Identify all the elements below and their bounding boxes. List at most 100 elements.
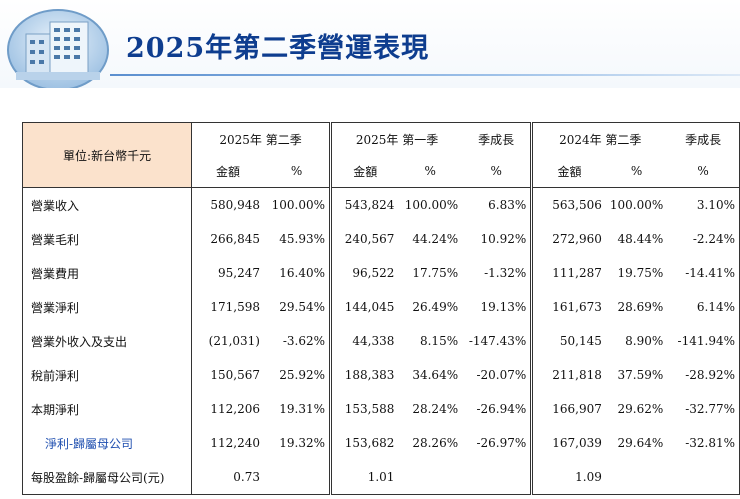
cell-amount-2025q2: 171,598 (210, 300, 260, 314)
cell-growth-2024q2: -14.41% (685, 266, 735, 280)
cell-pct-2025q1: 44.24% (412, 232, 459, 246)
cell-growth-2024q2: -32.77% (685, 402, 735, 416)
cell-amount-2025q1: 44,338 (352, 334, 395, 348)
qoq-header-2025q1: 季成長 (462, 122, 534, 155)
cell-amount-2024q2: 161,673 (552, 300, 602, 314)
cell-growth-2024q2: -28.92% (685, 368, 735, 382)
cell-pct-2025q1: 17.75% (412, 266, 459, 280)
cell-pct-2025q1: 28.26% (412, 436, 459, 450)
subheader-amount: 金額 (531, 155, 606, 188)
title-divider (110, 74, 740, 76)
row-label: 淨利-歸屬母公司 (22, 426, 193, 460)
cell-pct-2025q1: 8.15% (419, 334, 459, 348)
cell-pct-2025q1: 100.00% (404, 198, 459, 212)
row-label: 稅前淨利 (22, 358, 193, 392)
cell-qoq-2025q1: -1.32% (462, 256, 534, 290)
cell-amount-2025q2: (21,031) (208, 334, 260, 348)
financial-table: 單位:新台幣千元 2025年 第二季 2025年 第一季 季成長 2024年 第… (22, 122, 740, 495)
cell-growth-2024q2: -32.81% (685, 436, 735, 450)
table-row: 營業外收入及支出 (21,031) -3.62% 44,338 8.15% -147.43… (22, 324, 740, 358)
cell-amount-2025q1: 188,383 (344, 368, 395, 382)
row-label: 營業毛利 (22, 222, 193, 256)
period-header-2024q2: 2024年 第二季 (559, 132, 642, 147)
cell-pct-2025q2 (264, 460, 333, 495)
qoq-header-2024q2: 季成長 (685, 132, 722, 147)
cell-pct-2024q2: 29.64% (617, 436, 664, 450)
cell-growth-2024q2 (667, 460, 739, 495)
header-row-metrics: 金額 % 金額 % % 金額 % % (23, 155, 740, 188)
cell-pct-2024q2: 100.00% (609, 198, 664, 212)
period-header-2025q2: 2025年 第二季 (191, 122, 333, 155)
cell-qoq-2025q1: 19.13% (462, 290, 534, 324)
cell-growth-2024q2: -141.94% (677, 334, 735, 348)
cell-amount-2025q2: 95,247 (218, 266, 260, 280)
cell-qoq-2025q1: 10.92% (462, 222, 534, 256)
cell-pct-2025q2: 29.54% (264, 290, 333, 324)
cell-amount-2024q2: 211,818 (552, 368, 602, 382)
cell-pct-2025q1: 26.49% (412, 300, 459, 314)
cell-amount-2024q2: 167,039 (552, 436, 602, 450)
cell-pct-2025q1 (398, 460, 462, 495)
table-row: 稅前淨利 150,567 25.92% 188,383 34.64% -20.07% 211… (22, 358, 740, 392)
subheader-percent: % (605, 155, 668, 188)
cell-growth-2024q2: 3.10% (696, 198, 735, 212)
cell-amount-2025q1: 153,588 (344, 402, 395, 416)
table-row: 營業費用 95,247 16.40% 96,522 17.75% -1.32% 111,28… (22, 256, 740, 290)
cell-amount-2025q1: 153,682 (344, 436, 395, 450)
cell-growth-2024q2: -2.24% (692, 232, 735, 246)
cell-pct-2024q2: 28.69% (617, 300, 664, 314)
cell-amount-2024q2: 1.09 (575, 470, 602, 484)
table-row: 營業收入 580,948 100.00% 543,824 100.00% 6.83% 563… (22, 187, 740, 222)
table-row: 每股盈餘-歸屬母公司(元) 0.73 1.01 1.09 (22, 460, 740, 495)
cell-qoq-2025q1: -26.94% (462, 392, 534, 426)
table-row: 營業淨利 171,598 29.54% 144,045 26.49% 19.13% 161,… (22, 290, 740, 324)
subheader-percent: % (398, 155, 463, 188)
cell-pct-2025q2: 19.31% (264, 392, 333, 426)
cell-amount-2025q2: 112,240 (210, 436, 260, 450)
cell-pct-2024q2: 37.59% (617, 368, 664, 382)
cell-amount-2025q1: 144,045 (344, 300, 395, 314)
cell-qoq-2025q1: -147.43% (462, 324, 534, 358)
row-label: 營業費用 (22, 256, 193, 290)
cell-amount-2024q2: 166,907 (552, 402, 602, 416)
cell-amount-2025q2: 0.73 (233, 470, 260, 484)
unit-label: 單位:新台幣千元 (22, 122, 193, 188)
cell-pct-2024q2: 48.44% (617, 232, 664, 246)
subheader-amount: 金額 (330, 155, 399, 188)
cell-amount-2024q2: 50,145 (559, 334, 602, 348)
header-row-periods: 單位:新台幣千元 2025年 第二季 2025年 第一季 季成長 2024年 第… (22, 122, 740, 188)
table-row: 淨利-歸屬母公司 112,240 19.32% 153,682 28.26% -26.97… (22, 426, 740, 460)
subheader-percent: % (264, 155, 333, 188)
cell-amount-2024q2: 111,287 (552, 266, 602, 280)
subheader-amount: 金額 (191, 155, 264, 188)
table-row: 營業毛利 266,845 45.93% 240,567 44.24% 10.92% 272,… (22, 222, 740, 256)
cell-amount-2025q1: 543,824 (344, 198, 395, 212)
cell-amount-2025q1: 1.01 (367, 470, 395, 484)
cell-pct-2024q2: 29.62% (617, 402, 664, 416)
cell-amount-2024q2: 563,506 (552, 198, 602, 212)
subheader-growth-percent: % (462, 155, 534, 188)
cell-amount-2025q2: 112,206 (210, 402, 260, 416)
company-building-logo-icon (7, 9, 109, 88)
row-label: 本期淨利 (22, 392, 193, 426)
cell-pct-2025q2: 19.32% (264, 426, 333, 460)
row-label: 營業收入 (22, 187, 193, 222)
subheader-growth-percent: % (667, 155, 740, 188)
row-label: 營業外收入及支出 (22, 324, 193, 358)
cell-amount-2025q1: 96,522 (352, 266, 395, 280)
table-row: 本期淨利 112,206 19.31% 153,588 28.24% -26.94% 166… (22, 392, 740, 426)
cell-pct-2024q2: 19.75% (617, 266, 664, 280)
cell-pct-2025q2: 100.00% (264, 187, 333, 222)
cell-pct-2025q2: 16.40% (264, 256, 333, 290)
cell-amount-2025q2: 580,948 (210, 198, 260, 212)
page-header: 2025年第二季營運表現 (0, 0, 740, 88)
cell-pct-2024q2: 8.90% (625, 334, 664, 348)
cell-qoq-2025q1: -26.97% (462, 426, 534, 460)
cell-amount-2025q1: 240,567 (344, 232, 395, 246)
page-title: 2025年第二季營運表現 (126, 33, 430, 64)
cell-qoq-2025q1: -20.07% (462, 358, 534, 392)
cell-pct-2025q1: 28.24% (412, 402, 459, 416)
cell-pct-2025q2: -3.62% (264, 324, 333, 358)
cell-amount-2025q2: 150,567 (210, 368, 260, 382)
row-label: 營業淨利 (22, 290, 193, 324)
